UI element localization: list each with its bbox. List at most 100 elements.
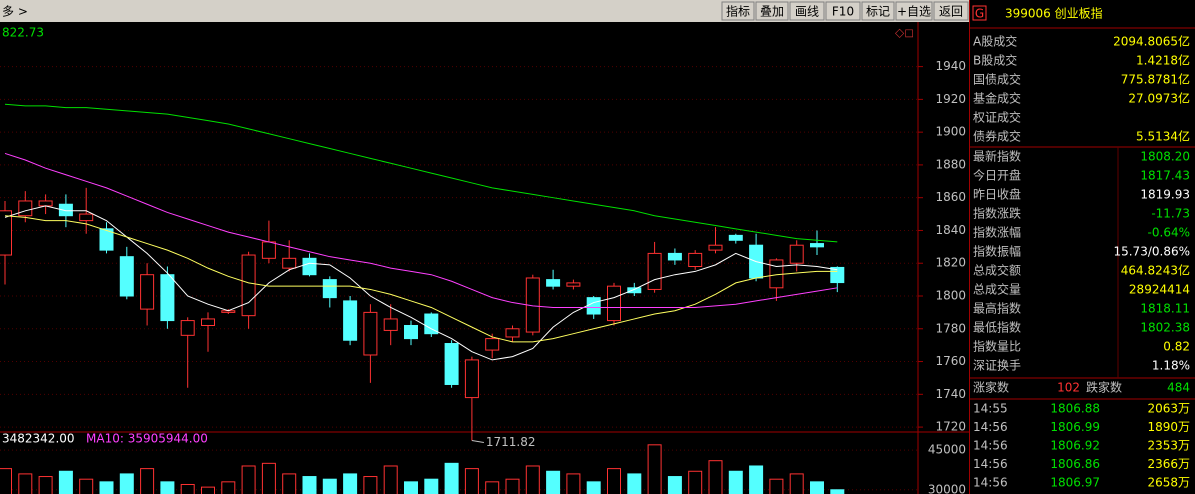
candle-body (383, 318, 398, 331)
trade-volume: 1890万 (1147, 420, 1190, 434)
toolbar-button[interactable] (721, 1, 755, 21)
toolbar-button[interactable] (895, 1, 933, 21)
row-value: 1802.38 (1140, 321, 1190, 335)
y-tick-label: 1880 (935, 157, 966, 171)
toolbar-button[interactable] (755, 1, 789, 21)
row-value: 0.82 (1163, 340, 1190, 354)
candle-body (586, 297, 601, 315)
y-tick-label: 1760 (935, 354, 966, 368)
volume-bar (363, 476, 378, 494)
row-label: 指数量比 (973, 339, 1021, 354)
row-value: 28924414 (1129, 283, 1190, 297)
breadth-label: 跌家数 (1086, 380, 1122, 395)
row-value: -11.73 (1151, 207, 1190, 221)
trade-price: 1806.88 (1050, 402, 1100, 416)
volume-tick-label: 30000 (928, 482, 966, 494)
volume-bar (0, 468, 12, 494)
row-value: 1817.43 (1140, 169, 1190, 183)
volume-bar (261, 462, 276, 494)
trade-volume: 2353万 (1147, 439, 1190, 453)
candle-body (627, 287, 642, 294)
row-value: 775.8781亿 (1121, 72, 1190, 87)
volume-bar (99, 481, 114, 494)
volume-bar (58, 470, 73, 494)
toolbar-button-label[interactable]: F10 (832, 5, 854, 19)
candle-body (688, 252, 703, 268)
volume-bar (627, 473, 642, 494)
candle-body (18, 200, 33, 217)
candle-body (79, 213, 94, 222)
volume-bar (241, 465, 256, 494)
breadth-value: 102 (1057, 381, 1080, 395)
row-label: 最高指数 (973, 301, 1021, 316)
volume-bar (221, 481, 236, 494)
y-tick-label: 1780 (935, 321, 966, 335)
row-label: 总成交额 (973, 263, 1021, 278)
candle-body (38, 200, 53, 207)
candle-body (140, 274, 155, 310)
row-value: 1818.11 (1140, 302, 1190, 316)
volume-bar (728, 470, 743, 494)
toolbar-button-label[interactable]: 叠加 (760, 5, 784, 19)
trade-price: 1806.86 (1050, 457, 1100, 471)
candle-body (241, 254, 256, 317)
volume-bar (607, 468, 621, 494)
y-tick-label: 1940 (935, 59, 966, 73)
annotation-leader (471, 439, 484, 443)
toolbar-button[interactable] (933, 1, 969, 21)
toolbar-button-label[interactable]: 标记 (866, 5, 890, 19)
y-tick-label: 1840 (935, 223, 966, 237)
y-tick-label: 1800 (935, 289, 966, 303)
breadcrumb[interactable]: 多 > (2, 5, 28, 19)
candle-body (99, 228, 114, 251)
volume-bar (566, 473, 581, 494)
volume-bar (505, 478, 520, 494)
toolbar-button[interactable] (789, 1, 825, 21)
volume-bar (424, 478, 439, 494)
trade-price: 1806.99 (1050, 420, 1100, 434)
volume-bar (708, 460, 723, 494)
annotation: 1711.82 (486, 435, 536, 449)
volume-bar (140, 468, 155, 494)
volume-bar (343, 473, 358, 494)
volume-bar (464, 468, 479, 494)
row-label: 基金成交 (973, 91, 1021, 106)
row-value: 1819.93 (1140, 188, 1190, 202)
trade-price: 1806.92 (1050, 439, 1100, 453)
toolbar-button-label[interactable]: +自选 (897, 5, 931, 19)
candle-body (464, 359, 479, 399)
candle-body (160, 274, 175, 322)
candle-body (708, 244, 723, 251)
toolbar-button[interactable] (861, 1, 895, 21)
row-value: 5.5134亿 (1136, 129, 1190, 144)
volume-bar (769, 478, 784, 494)
ma-line (4, 152, 838, 308)
candle-body (302, 257, 317, 276)
toolbar-button-label[interactable]: 画线 (795, 5, 819, 19)
toolbar-button-label[interactable]: 返回 (939, 5, 963, 19)
panel-icons[interactable]: ◇◻ (895, 26, 914, 40)
row-label: 昨日收盘 (973, 187, 1021, 202)
volume-bar (282, 473, 297, 494)
volume-bar (525, 465, 540, 494)
volume-bar (302, 476, 317, 494)
candle-body (789, 244, 804, 264)
candle-body (566, 282, 581, 287)
breadth-value: 484 (1167, 381, 1190, 395)
row-label: 今日开盘 (973, 168, 1021, 183)
toolbar-button-label[interactable]: 指标 (726, 4, 750, 19)
volume-bar (119, 473, 134, 494)
volume-bar (586, 481, 601, 494)
toolbar-button[interactable] (825, 1, 861, 21)
volume-bar (667, 476, 682, 494)
candle-body (261, 241, 276, 259)
volume-bar (749, 465, 764, 494)
trade-time: 14:56 (973, 439, 1008, 453)
y-tick-label: 1920 (935, 92, 966, 106)
row-label: 权证成交 (973, 110, 1021, 125)
y-tick-label: 1720 (935, 420, 966, 434)
row-value: 2094.8065亿 (1113, 34, 1190, 49)
volume-bar (180, 483, 195, 494)
